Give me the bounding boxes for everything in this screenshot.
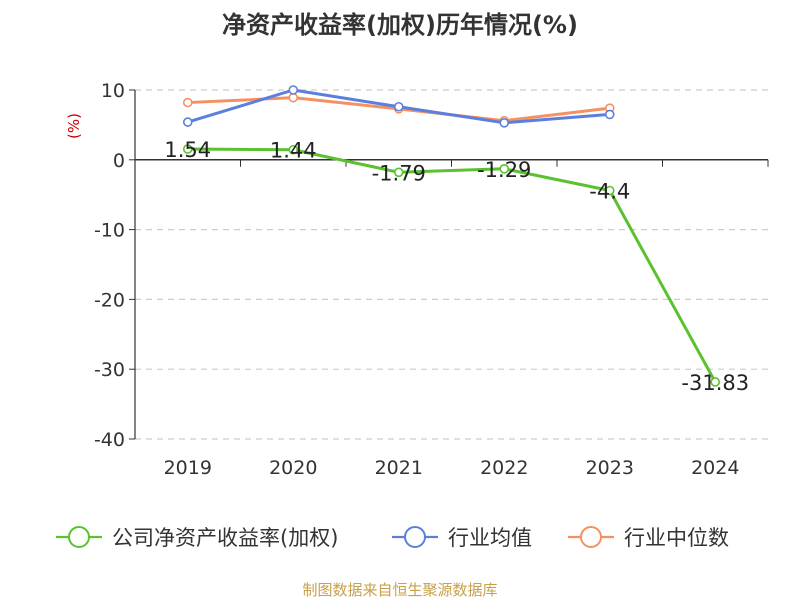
y-tick-label: 10 bbox=[101, 80, 125, 102]
data-point[interactable] bbox=[499, 164, 510, 174]
source-note: 制图数据来自恒生聚源数据库 bbox=[302, 581, 497, 599]
data-point[interactable] bbox=[393, 167, 404, 178]
axes: 10 0 -10 -20 -30 -40 2019 2020 2021 2022 2023 2024 bbox=[94, 80, 769, 479]
data-label: -1.29 bbox=[477, 158, 531, 182]
data-point[interactable] bbox=[393, 101, 404, 112]
legend-item[interactable]: 行业中位数 bbox=[568, 526, 729, 550]
y-tick-label: -30 bbox=[94, 359, 125, 381]
grid-lines bbox=[135, 89, 768, 440]
data-point[interactable] bbox=[288, 92, 299, 103]
data-point[interactable] bbox=[288, 144, 299, 155]
legend-item[interactable]: 公司净资产收益率(加权) bbox=[56, 526, 338, 550]
x-tick-label: 2022 bbox=[480, 457, 528, 479]
legend-marker bbox=[68, 526, 90, 548]
series-line bbox=[187, 147, 717, 383]
data-point[interactable] bbox=[182, 144, 193, 154]
x-tick-label: 2019 bbox=[164, 457, 212, 479]
y-tick-label: -10 bbox=[94, 220, 125, 242]
data-point[interactable] bbox=[499, 118, 510, 128]
legend-label: 公司净资产收益率(加权) bbox=[112, 526, 338, 550]
legend-label: 行业均值 bbox=[448, 526, 532, 550]
data-labels: 1.54 1.44 -1.79 -1.29 -4.4 -31.83 bbox=[164, 138, 749, 395]
data-point[interactable] bbox=[604, 185, 615, 196]
data-point[interactable] bbox=[288, 85, 299, 95]
data-point[interactable] bbox=[182, 117, 193, 127]
data-label: 1.44 bbox=[270, 139, 317, 163]
y-axis-label: (%) bbox=[65, 113, 83, 139]
x-tick-label: 2020 bbox=[269, 457, 317, 479]
y-tick-label: 0 bbox=[113, 150, 125, 172]
x-tick-label: 2023 bbox=[586, 457, 634, 479]
data-label: -1.79 bbox=[372, 161, 426, 185]
x-tick-label: 2021 bbox=[375, 457, 423, 479]
series-lines bbox=[182, 85, 721, 387]
x-tick-label: 2024 bbox=[691, 457, 739, 479]
chart-title: 净资产收益率(加权)历年情况(%) bbox=[222, 11, 578, 39]
legend-item[interactable]: 行业均值 bbox=[392, 526, 532, 550]
y-tick-label: -40 bbox=[94, 429, 125, 451]
y-tick-label: -20 bbox=[94, 289, 125, 311]
data-label: 1.54 bbox=[164, 138, 211, 162]
legend-marker bbox=[580, 526, 602, 548]
data-point[interactable] bbox=[182, 97, 193, 108]
legend-marker bbox=[404, 526, 426, 548]
data-label: -31.83 bbox=[681, 371, 749, 395]
legend-label: 行业中位数 bbox=[624, 526, 729, 550]
data-point[interactable] bbox=[710, 377, 721, 387]
data-label: -4.4 bbox=[589, 180, 630, 204]
legend[interactable]: 公司净资产收益率(加权) 行业均值 行业中位数 bbox=[56, 526, 729, 550]
data-point[interactable] bbox=[604, 109, 615, 120]
